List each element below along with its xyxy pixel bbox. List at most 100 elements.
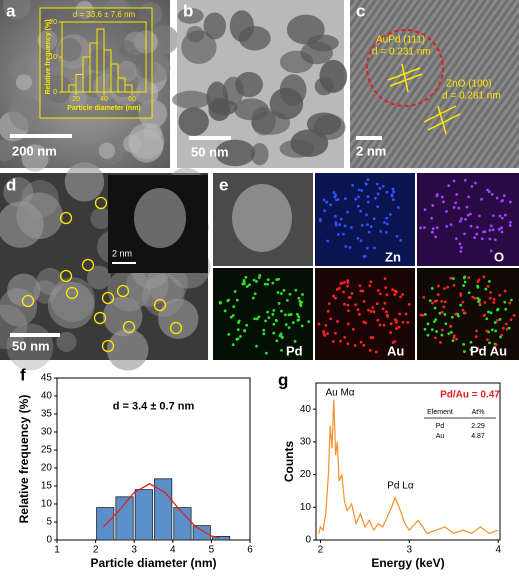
- map-dot: [332, 294, 335, 298]
- particle: [250, 143, 269, 166]
- map-dot: [440, 195, 444, 199]
- map-dot: [509, 220, 512, 224]
- map-dot: [452, 179, 456, 183]
- map-dot: [436, 293, 440, 297]
- y-tick-label: 10: [300, 502, 312, 513]
- map-dot: [459, 250, 463, 253]
- map-dot: [475, 225, 479, 229]
- map-dot: [482, 275, 486, 279]
- particle: [206, 81, 228, 114]
- map-dot: [488, 237, 492, 241]
- particle: [203, 12, 226, 40]
- map-dot: [440, 299, 444, 303]
- map-dot: [284, 323, 288, 326]
- map-dot: [440, 333, 444, 337]
- grain: [3, 0, 32, 20]
- map-dot: [504, 307, 508, 311]
- map-dot: [469, 340, 473, 344]
- map-dot: [386, 315, 390, 318]
- map-dot: [362, 300, 366, 303]
- map-dot: [368, 284, 372, 288]
- grain: [8, 96, 43, 131]
- grain: [98, 142, 116, 159]
- lattice-marks: [387, 63, 461, 135]
- map-dot: [390, 194, 394, 198]
- map-dot: [262, 332, 266, 336]
- map-dot: [385, 216, 389, 220]
- marker-circle: [93, 311, 107, 325]
- map-dot: [255, 317, 259, 321]
- grain: [21, 144, 49, 172]
- map-dot: [360, 223, 364, 227]
- scale-text: 2 nm: [112, 248, 132, 258]
- map-dot: [299, 304, 303, 308]
- map-dot: [509, 318, 513, 322]
- map-dot: [486, 285, 490, 288]
- map-dot: [255, 279, 258, 283]
- y-tick-label: 40: [300, 404, 312, 415]
- particles: [172, 7, 348, 167]
- map-dot: [455, 237, 458, 241]
- map-dot: [343, 224, 347, 228]
- map-dot: [369, 310, 373, 313]
- map-dot: [492, 301, 496, 304]
- map-dot: [498, 293, 502, 297]
- map-dot: [285, 298, 289, 302]
- particle: [0, 304, 28, 349]
- x-tick-label: 6: [247, 545, 253, 556]
- map-dot: [235, 298, 239, 302]
- marker-circle: [94, 196, 108, 210]
- particle: [36, 267, 64, 295]
- map-dot: [505, 327, 509, 331]
- data-line: [318, 399, 499, 535]
- map-dot: [219, 301, 222, 305]
- map-dot: [235, 337, 239, 341]
- annotation: AuPd (111): [376, 35, 425, 46]
- y-tick-label: 10: [41, 499, 53, 510]
- map-dot: [374, 196, 377, 200]
- particle: [279, 139, 315, 158]
- map-dot: [466, 213, 470, 217]
- marker-circle: [65, 286, 79, 300]
- map-dot: [401, 293, 405, 296]
- particle: [233, 98, 269, 121]
- map-dot: [473, 181, 477, 185]
- particle: [300, 41, 333, 65]
- bar: [96, 507, 115, 541]
- particle: [286, 14, 325, 45]
- plot-frame: [56, 377, 251, 541]
- map-dot: [432, 320, 436, 324]
- map-dot: [369, 225, 373, 229]
- x-tick-label: 4: [495, 545, 501, 556]
- annotation: d = 3.4 ± 0.7 nm: [113, 401, 195, 413]
- map-label: Zn: [385, 249, 401, 264]
- map-dot: [507, 326, 511, 330]
- map-dot: [383, 301, 387, 305]
- map-dot: [381, 184, 385, 188]
- annotation: d = 33.6 ± 7.6 nm: [73, 10, 136, 19]
- map-dot: [447, 332, 451, 336]
- map-dot: [494, 343, 498, 347]
- map-dot: [500, 230, 504, 234]
- map-dot: [356, 204, 360, 208]
- map-dot: [449, 276, 452, 280]
- particle: [235, 71, 263, 98]
- map-dot: [489, 249, 493, 253]
- map-dot: [500, 199, 504, 203]
- map-dot: [426, 322, 430, 326]
- bar: [192, 525, 211, 541]
- map-dot: [476, 296, 480, 300]
- map-dot: [503, 213, 507, 217]
- map-dot: [241, 282, 245, 286]
- marker-circle: [101, 291, 115, 305]
- map-dot: [367, 308, 370, 312]
- map-dot: [389, 322, 393, 326]
- map-dot: [489, 224, 493, 228]
- particle: [146, 262, 188, 304]
- map-dot: [478, 302, 482, 305]
- marker-circle: [59, 269, 73, 283]
- map-dot: [372, 310, 376, 314]
- map-dot: [252, 278, 256, 282]
- map-dot: [357, 195, 360, 199]
- map-dot: [397, 206, 400, 209]
